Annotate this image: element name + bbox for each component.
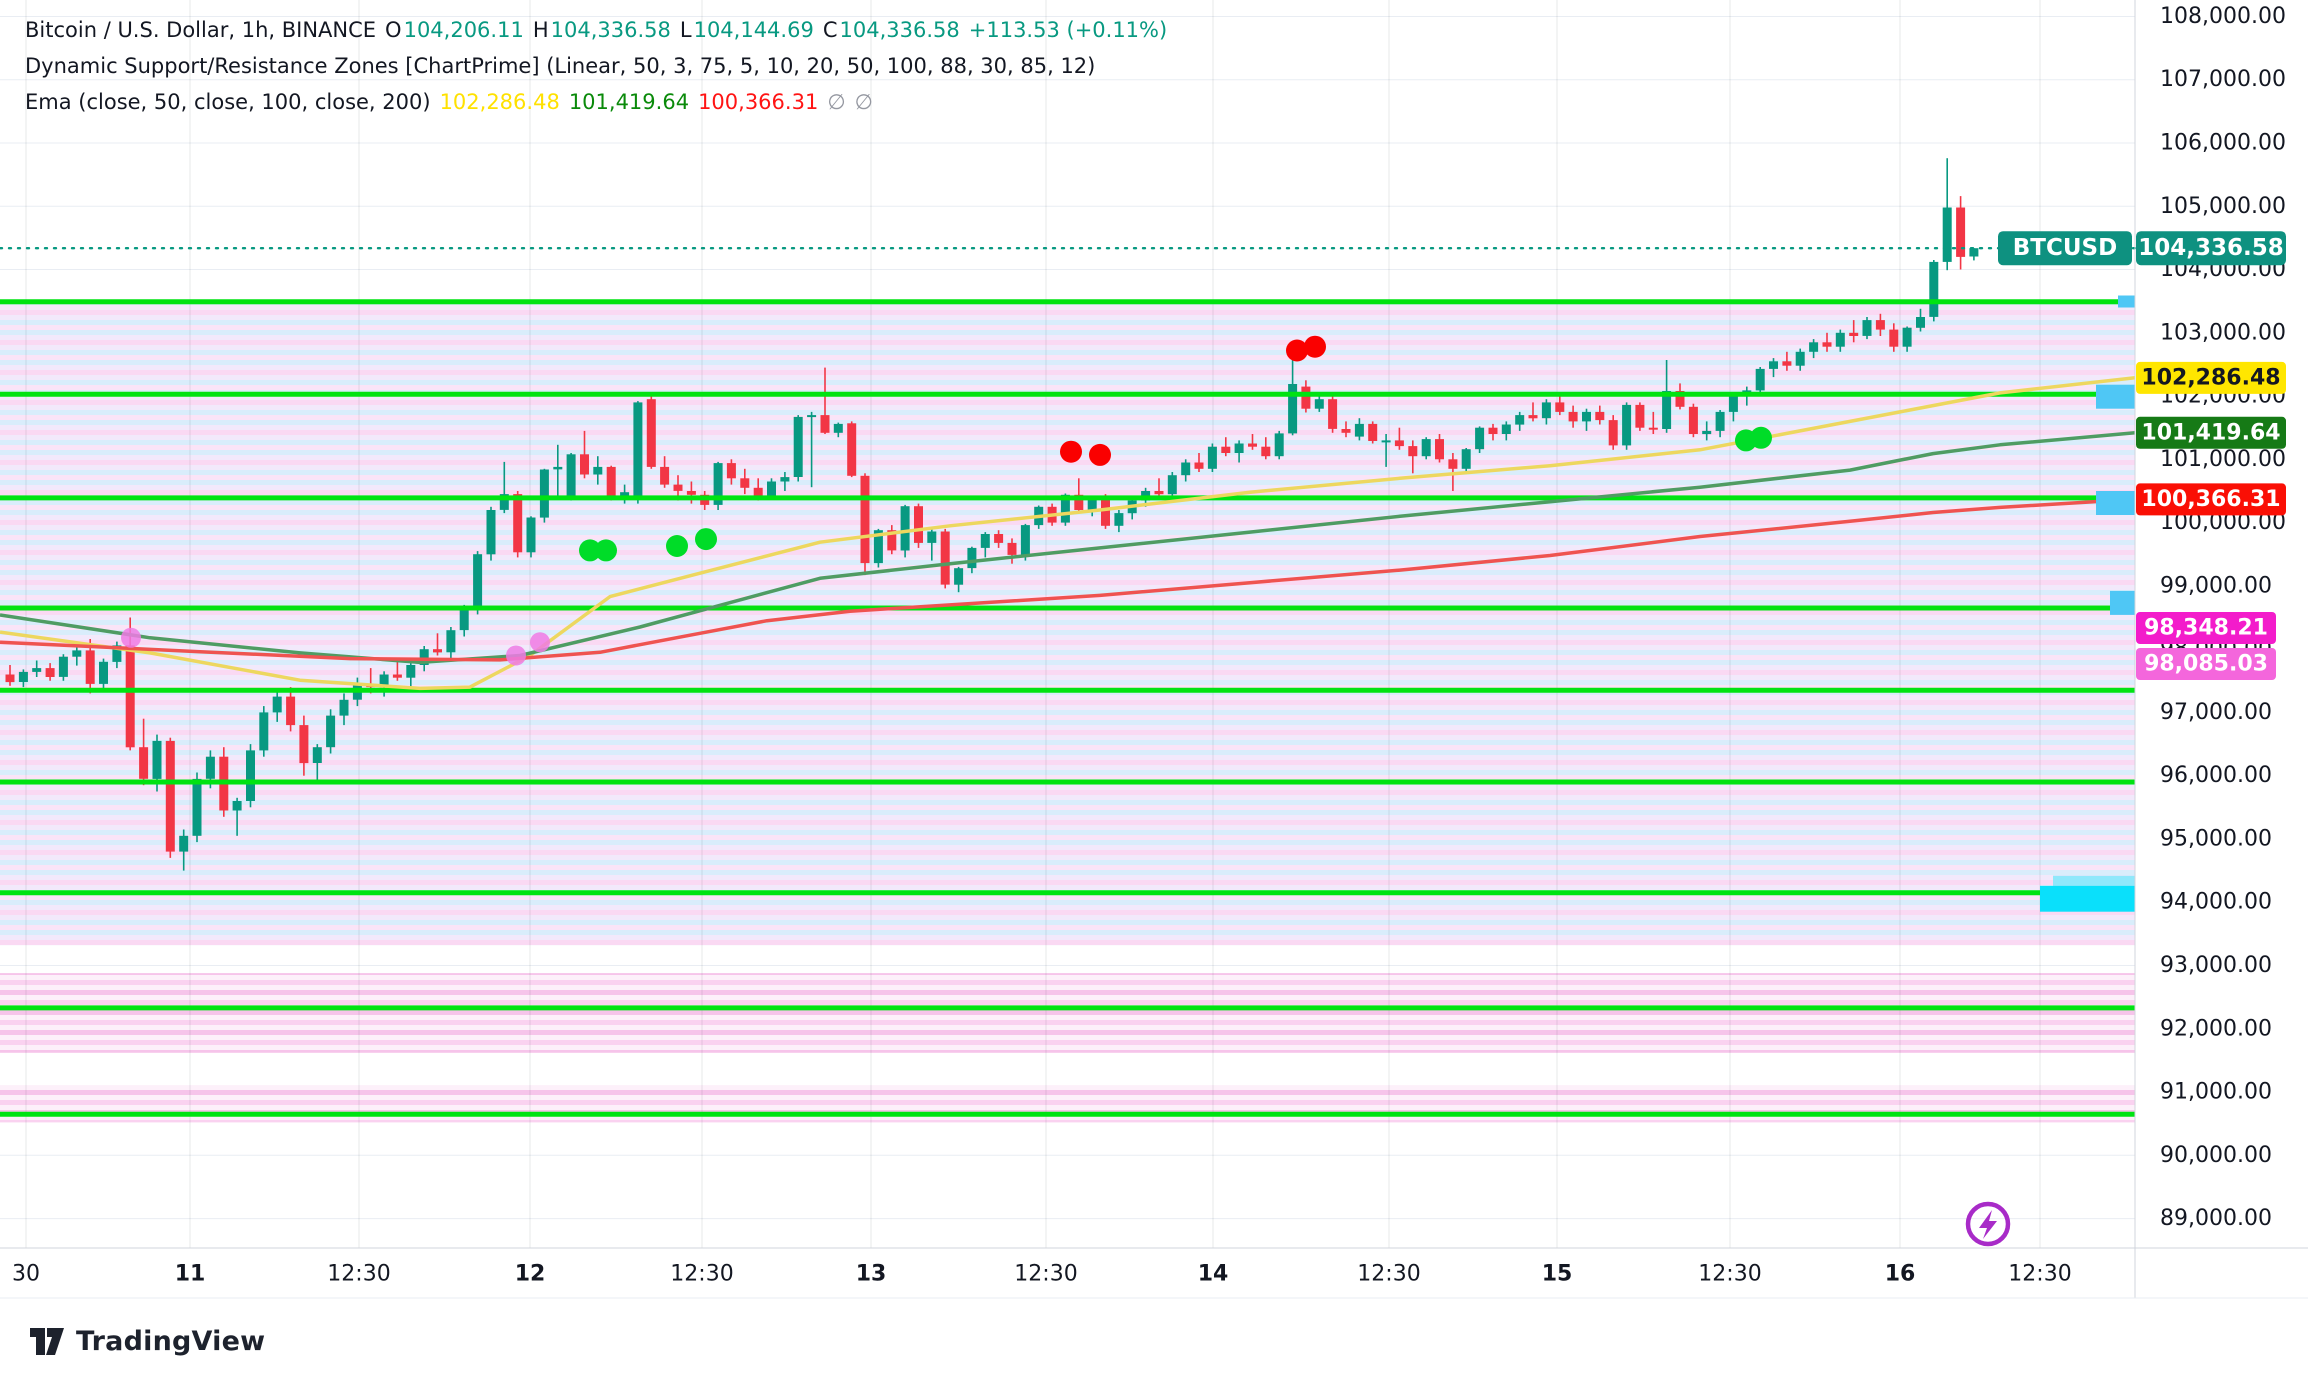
svg-text:104,336.58: 104,336.58 <box>2138 235 2284 261</box>
price-tick-label: 90,000.00 <box>2160 1143 2272 1168</box>
ema100-value: 101,419.64 <box>568 90 690 114</box>
zone-liquidity-boxes <box>2040 295 2135 912</box>
price-tick-label: 105,000.00 <box>2160 194 2286 219</box>
price-tick-label: 93,000.00 <box>2160 953 2272 978</box>
time-scale[interactable]: 30 11 12:30 12 12:30 13 12:30 14 12:30 15 12:30 16 1… <box>0 1247 2308 1299</box>
time-tick-label: 12:30 <box>670 1262 733 1287</box>
ohlc-close: C 104,336.58 <box>822 18 960 42</box>
time-tick-label: 13 <box>856 1262 887 1287</box>
zone-level-badge-1: 98,348.21 <box>2136 612 2276 644</box>
ema-legend-row[interactable]: Ema (close, 50, close, 100, close, 200) … <box>25 84 1167 120</box>
tradingview-logo-icon <box>30 1328 64 1355</box>
symbol-legend-row[interactable]: Bitcoin / U.S. Dollar, 1h, BINANCE O 104,… <box>25 12 1167 48</box>
price-tick-label: 107,000.00 <box>2160 67 2286 92</box>
time-tick-label: 12:30 <box>327 1262 390 1287</box>
lightning-icon <box>1965 1201 2011 1247</box>
price-tick-label: 92,000.00 <box>2160 1016 2272 1041</box>
signal-dots <box>121 335 1772 666</box>
indicator-title: Dynamic Support/Resistance Zones [ChartP… <box>25 54 1096 78</box>
price-tick-label: 97,000.00 <box>2160 700 2272 725</box>
time-tick-label: 14 <box>1198 1262 1229 1287</box>
candles-layer <box>5 158 1979 871</box>
chart-legend: Bitcoin / U.S. Dollar, 1h, BINANCE O 104,… <box>25 12 1167 120</box>
svg-text:BTCUSD: BTCUSD <box>2013 235 2117 261</box>
ema50-value: 102,286.48 <box>439 90 560 114</box>
time-tick-label: 12 <box>515 1262 546 1287</box>
tradingview-watermark[interactable]: TradingView <box>28 1324 265 1358</box>
svg-text:98,085.03: 98,085.03 <box>2144 652 2268 677</box>
zone-level-badge-2: 98,085.03 <box>2136 648 2276 680</box>
price-tick-label: 94,000.00 <box>2160 890 2272 915</box>
ema-lines <box>0 375 2136 691</box>
ema200-badge: 100,366.31 <box>2136 483 2286 516</box>
vertical-gridlines <box>25 0 2041 1248</box>
price-tick-label: 95,000.00 <box>2160 827 2272 852</box>
svg-text:101,419.64: 101,419.64 <box>2141 420 2280 445</box>
price-tick-label: 99,000.00 <box>2160 573 2272 598</box>
svg-text:98,348.21: 98,348.21 <box>2144 616 2268 641</box>
symbol-title: Bitcoin / U.S. Dollar, 1h, BINANCE <box>25 18 377 42</box>
indicator-legend-row[interactable]: Dynamic Support/Resistance Zones [ChartP… <box>25 48 1167 84</box>
zone-boundary-lines <box>0 299 2135 1117</box>
price-tick-label: 108,000.00 <box>2160 4 2286 29</box>
empty-set-symbol: ∅ <box>827 90 846 114</box>
price-tick-label: 103,000.00 <box>2160 320 2286 345</box>
time-tick-label: 16 <box>1885 1262 1916 1287</box>
ohlc-high: H 104,336.58 <box>532 18 671 42</box>
empty-set-symbol: ∅ <box>854 90 873 114</box>
ema-title: Ema (close, 50, close, 100, close, 200) <box>25 90 431 114</box>
support-resistance-zones <box>0 301 2135 1123</box>
change-value: +113.53 (+0.11%) <box>968 18 1168 42</box>
time-tick-label: 12:30 <box>1014 1262 1077 1287</box>
lightning-action-button[interactable] <box>1962 1198 2014 1250</box>
price-tick-label: 101,000.00 <box>2160 447 2286 472</box>
tradingview-logo-text: TradingView <box>76 1325 266 1357</box>
ohlc-low: L 104,144.69 <box>679 18 814 42</box>
svg-text:100,366.31: 100,366.31 <box>2141 487 2280 512</box>
price-tick-label: 91,000.00 <box>2160 1080 2272 1105</box>
time-tick-label: 15 <box>1542 1262 1573 1287</box>
price-tick-label: 106,000.00 <box>2160 131 2286 156</box>
price-scale[interactable]: 108,000.00 107,000.00 106,000.00 105,000.00… <box>1998 0 2286 1298</box>
ema50-badge: 102,286.48 <box>2136 361 2286 394</box>
time-tick-label: 12:30 <box>1357 1262 1420 1287</box>
price-tick-label: 96,000.00 <box>2160 763 2272 788</box>
ema200-value: 100,366.31 <box>698 90 819 114</box>
time-tick-label: 12:30 <box>2008 1262 2071 1287</box>
ema100-badge: 101,419.64 <box>2136 416 2286 449</box>
last-price-badge: BTCUSD 104,336.58 <box>1998 231 2286 266</box>
time-tick-label: 30 <box>12 1262 40 1287</box>
ohlc-open: O 104,206.11 <box>385 18 524 42</box>
svg-text:102,286.48: 102,286.48 <box>2141 365 2280 390</box>
time-tick-label: 11 <box>175 1262 206 1287</box>
price-tick-label: 89,000.00 <box>2160 1206 2272 1231</box>
time-tick-label: 12:30 <box>1698 1262 1761 1287</box>
